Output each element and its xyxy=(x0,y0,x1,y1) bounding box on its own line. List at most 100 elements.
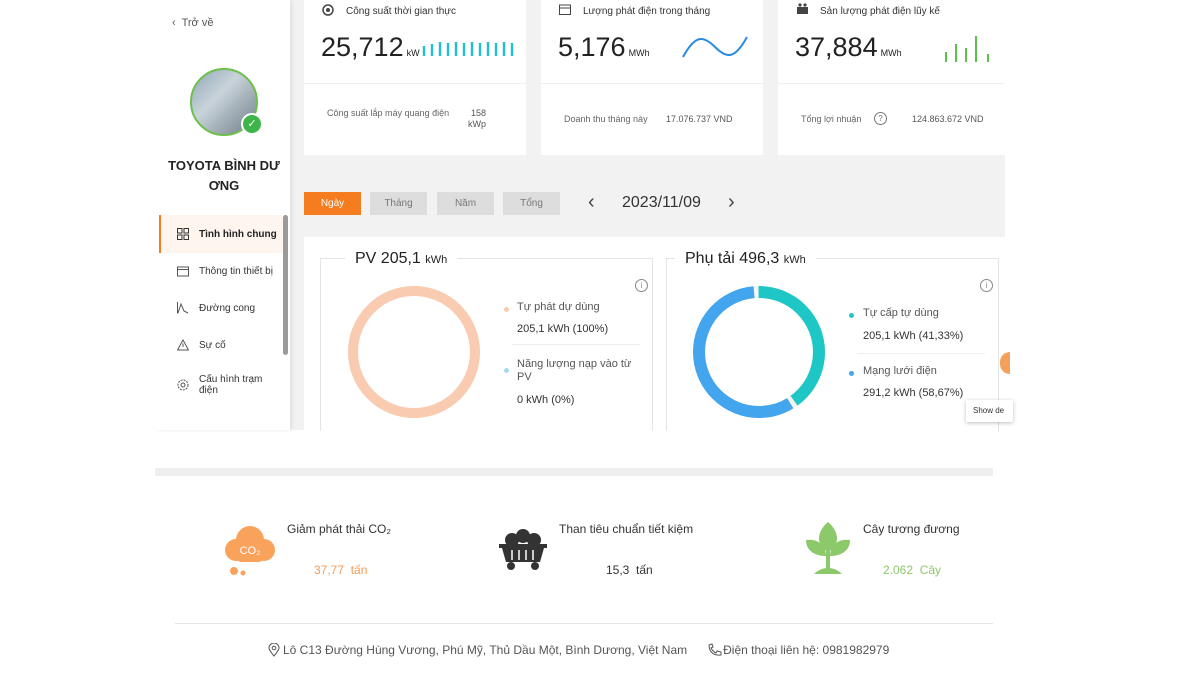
card-note-label: Công suất lắp máy quang điện xyxy=(327,108,450,118)
status-badge: ✓ xyxy=(241,113,263,135)
card-value-box: 5,176 MWh xyxy=(558,32,650,63)
card-value-box: 25,712 kW xyxy=(321,32,420,63)
menu-label: Cấu hình trạm điện xyxy=(199,374,263,396)
date: 2023/11/09 xyxy=(622,194,701,211)
menu-label: Sự cố xyxy=(199,339,226,351)
icon xyxy=(177,302,189,314)
back-text: Trở về xyxy=(181,17,214,29)
saving-label: Giảm phát thải CO₂ xyxy=(287,522,392,536)
icon xyxy=(177,266,189,277)
active-menu-bg xyxy=(159,215,287,253)
legend-amount-box: 205,1 kWh (100%) xyxy=(517,323,608,335)
sparkline xyxy=(422,42,514,56)
card-value: 37,884 xyxy=(795,32,878,62)
divider xyxy=(857,353,985,354)
tree-icon xyxy=(806,522,850,574)
coal-icon xyxy=(499,529,547,570)
legend-share: (58,67%) xyxy=(918,387,964,399)
menu-label: Tình hình chung xyxy=(199,228,277,240)
icon xyxy=(797,3,808,14)
donut-segment xyxy=(348,286,480,418)
saving-value-box: 2.062 Cây xyxy=(883,563,941,577)
legend-amount: 0 kWh xyxy=(517,394,549,406)
footer-address: Lô C13 Đường Hùng Vương, Phú Mỹ, Thủ Dầu… xyxy=(283,643,688,657)
footer-phone: Điện thoại liên hệ: 0981982979 xyxy=(723,643,890,657)
side-handle[interactable] xyxy=(1000,352,1010,374)
load-box xyxy=(666,258,999,431)
co2-icon-text: CO₂ xyxy=(240,545,261,557)
tab[interactable]: Tổng xyxy=(503,192,560,215)
next-button[interactable]: › xyxy=(728,191,735,213)
icon xyxy=(177,339,189,351)
legend-label: Tự cấp tự dùng xyxy=(863,307,939,319)
tab[interactable]: Năm xyxy=(437,192,494,215)
card-note-value: 17.076.737 VND xyxy=(666,114,733,124)
saving-value: 15,3 xyxy=(606,563,630,577)
donut-layer xyxy=(348,286,825,418)
phone-icon xyxy=(708,643,722,656)
sparkline xyxy=(945,36,989,62)
menu-item[interactable]: Đường cong xyxy=(159,293,285,323)
card-title: Công suất thời gian thực xyxy=(346,6,456,17)
pv-title: PV 205,1 xyxy=(355,250,421,267)
tab[interactable]: Tháng xyxy=(370,192,427,215)
scrollbar xyxy=(283,215,288,355)
card-note-value: 158 kWp xyxy=(468,108,486,129)
info-icon[interactable]: i xyxy=(980,279,993,292)
card-unit: MWh xyxy=(628,48,650,58)
legend-dot xyxy=(849,371,854,376)
divider xyxy=(541,83,763,84)
divider xyxy=(512,344,640,345)
saving-unit: Cây xyxy=(919,563,942,577)
legend-amount: 205,1 kWh xyxy=(863,330,916,342)
help-icon[interactable]: ? xyxy=(874,112,887,125)
card-note-label: Tổng lợi nhuận xyxy=(801,114,862,124)
divider xyxy=(304,83,526,84)
tab[interactable]: Ngày xyxy=(304,192,361,215)
donut-segment xyxy=(693,286,825,418)
legend-dot xyxy=(849,313,854,318)
icon xyxy=(559,4,571,15)
saving-value-box: 15,3 tấn xyxy=(606,563,653,577)
legend-label: Tự phát dự dùng xyxy=(517,301,600,313)
menu-item[interactable]: Tình hình chung xyxy=(159,219,285,249)
pv-box xyxy=(320,258,653,431)
menu-item[interactable]: Sự cố xyxy=(159,330,285,360)
legend-amount-box: 0 kWh (0%) xyxy=(517,394,574,406)
legend-label: Mạng lưới điện xyxy=(863,365,937,377)
footer-divider xyxy=(175,623,993,624)
saving-label: Cây tương đương xyxy=(863,522,960,536)
saving-unit: tấn xyxy=(350,563,368,577)
legend-share: (41,33%) xyxy=(918,330,964,342)
divider xyxy=(778,83,1005,84)
sparkline xyxy=(682,36,748,58)
menu-item[interactable]: Cấu hình trạm điện xyxy=(159,370,285,400)
card-value: 5,176 xyxy=(558,32,626,62)
legend-amount-box: 205,1 kWh (41,33%) xyxy=(863,330,963,342)
card: Công suất thời gian thực 25,712 kW Công s… xyxy=(304,0,526,155)
co2-icon: CO₂ xyxy=(225,526,275,576)
card-value: 25,712 xyxy=(321,32,404,62)
energy-panel xyxy=(304,237,1005,430)
legend-amount-box: 291,2 kWh (58,67%) xyxy=(863,387,963,399)
saving-unit: tấn xyxy=(636,563,653,577)
card: Lượng phát điện trong tháng 5,176 MWh Doa… xyxy=(541,0,763,155)
card-note-value: 124.863.672 VND xyxy=(912,114,984,124)
saving-value: 37,77 xyxy=(314,563,345,577)
separator-bar xyxy=(155,468,993,476)
legend-dot xyxy=(504,368,509,373)
back-link[interactable]: ‹ Trở về xyxy=(172,17,214,29)
tooltip: Show de xyxy=(966,400,1013,422)
load-title-box: Phụ tải 496,3 kWh xyxy=(675,250,816,268)
card: Sản lượng phát điện lũy kế 37,884 MWh Tổn… xyxy=(778,0,1005,155)
load-title: Phụ tải 496,3 xyxy=(685,250,780,267)
legend-share: (0%) xyxy=(551,394,575,406)
menu-item[interactable]: Thông tin thiết bị xyxy=(159,256,285,286)
info-icon[interactable]: i xyxy=(635,279,648,292)
prev-button[interactable]: ‹ xyxy=(588,191,595,213)
saving-value-box: 37,77 tấn xyxy=(314,563,367,577)
icon xyxy=(322,4,334,16)
legend-amount: 291,2 kWh xyxy=(863,387,916,399)
station-name: TOYOTA BÌNH DƯƠNG xyxy=(168,158,280,193)
